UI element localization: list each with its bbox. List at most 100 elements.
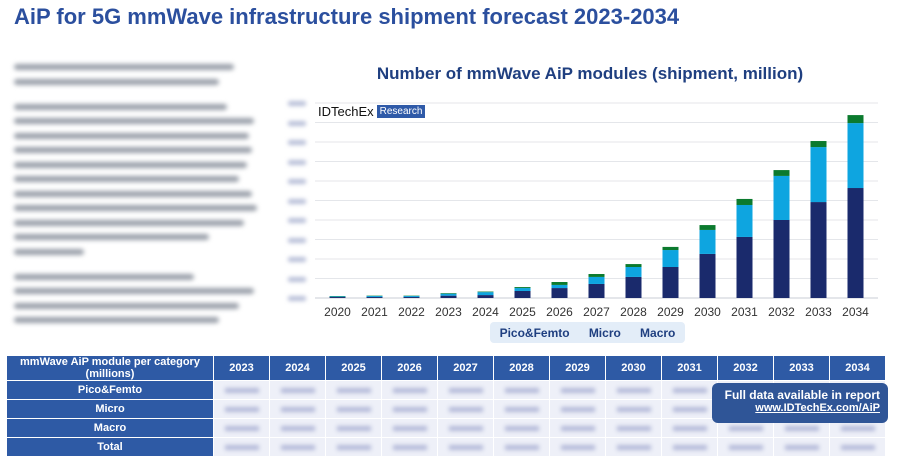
x-tick-label: 2034: [842, 305, 869, 319]
bar-macro-2023: [441, 296, 457, 298]
y-tick-label: [288, 238, 306, 243]
blurred-cell: [438, 381, 494, 400]
bar-macro-2022: [404, 297, 420, 298]
bar-macro-2032: [774, 220, 790, 298]
y-tick-label: [288, 121, 306, 126]
stacked-bar-chart: 2020 2021 2022 2023 2024 2025 2026 2027 2028 2029…: [0, 0, 900, 354]
bar-micro-2029: [663, 250, 679, 267]
blurred-cell: [662, 419, 718, 438]
blurred-cell: [606, 419, 662, 438]
bar-macro-2029: [663, 267, 679, 298]
x-tick-label: 2025: [509, 305, 536, 319]
bar-macro-2034: [848, 188, 864, 298]
bar-micro-2027: [589, 277, 605, 284]
x-tick-label: 2027: [583, 305, 610, 319]
logo-brand: IDTechEx: [318, 104, 374, 119]
blurred-cell: [382, 419, 438, 438]
blurred-cell: [382, 400, 438, 419]
x-tick-label: 2026: [546, 305, 573, 319]
blurred-cell: [270, 381, 326, 400]
bar-macro-2024: [478, 295, 494, 298]
bar-micro-2031: [737, 205, 753, 237]
bar-macro-2020: [330, 297, 346, 298]
bar-micro-2021: [367, 296, 383, 297]
blurred-cell: [662, 381, 718, 400]
bar-picofemto-2026: [552, 282, 568, 285]
blurred-cell: [214, 381, 270, 400]
x-tick-label: 2024: [472, 305, 499, 319]
year-header: 2033: [774, 356, 830, 381]
legend-micro: Micro: [589, 326, 621, 340]
bar-micro-2020: [330, 296, 346, 297]
blurred-cell: [662, 400, 718, 419]
blurred-cell: [606, 400, 662, 419]
legend-pico-femto: Pico&Femto: [500, 326, 570, 340]
bar-picofemto-2025: [515, 287, 531, 288]
bar-macro-2033: [811, 202, 827, 298]
x-tick-label: 2030: [694, 305, 721, 319]
bar-picofemto-2033: [811, 141, 827, 147]
year-header: 2034: [830, 356, 886, 381]
year-header: 2026: [382, 356, 438, 381]
bar-micro-2028: [626, 267, 642, 277]
y-tick-label: [288, 277, 306, 282]
blurred-cell: [214, 400, 270, 419]
logo-tag: Research: [377, 105, 426, 118]
y-tick-label: [288, 257, 306, 262]
x-tick-label: 2020: [324, 305, 351, 319]
row-label: Macro: [7, 419, 214, 438]
year-header: 2023: [214, 356, 270, 381]
x-tick-label: 2031: [731, 305, 758, 319]
x-tick-label: 2029: [657, 305, 684, 319]
row-label: Micro: [7, 400, 214, 419]
bar-macro-2021: [367, 297, 383, 298]
bar-picofemto-2023: [441, 293, 457, 294]
blurred-cell: [550, 381, 606, 400]
x-tick-label: 2033: [805, 305, 832, 319]
bar-micro-2033: [811, 147, 827, 202]
blurred-cell: [326, 400, 382, 419]
year-header: 2025: [326, 356, 382, 381]
blurred-cell: [214, 419, 270, 438]
report-link[interactable]: www.IDTechEx.com/AiP: [720, 402, 880, 414]
bar-micro-2026: [552, 285, 568, 288]
x-tick-label: 2032: [768, 305, 795, 319]
blurred-cell: [550, 400, 606, 419]
blurred-cell: [326, 381, 382, 400]
row-label: Pico&Femto: [7, 381, 214, 400]
blurred-cell: [606, 381, 662, 400]
x-tick-label: 2023: [435, 305, 462, 319]
year-header: 2030: [606, 356, 662, 381]
bar-picofemto-2034: [848, 115, 864, 123]
x-tick-label: 2028: [620, 305, 647, 319]
table-header: mmWave AiP module per category (millions…: [7, 356, 214, 381]
bar-picofemto-2024: [478, 292, 494, 293]
bar-picofemto-2027: [589, 274, 605, 277]
bar-macro-2027: [589, 284, 605, 298]
blurred-cell: [326, 419, 382, 438]
x-tick-label: 2021: [361, 305, 388, 319]
y-tick-label: [288, 140, 306, 145]
bar-micro-2030: [700, 230, 716, 254]
blurred-cell: [494, 381, 550, 400]
bar-micro-2025: [515, 288, 531, 291]
blurred-cell: [270, 400, 326, 419]
blurred-cell: [494, 419, 550, 438]
y-tick-label: [288, 199, 306, 204]
blurred-cell: [438, 419, 494, 438]
blurred-cell: [270, 419, 326, 438]
blurred-cell: [438, 400, 494, 419]
bar-picofemto-2028: [626, 264, 642, 267]
y-tick-label: [288, 101, 306, 106]
bar-macro-2025: [515, 291, 531, 298]
bar-micro-2022: [404, 296, 420, 297]
bar-micro-2023: [441, 294, 457, 296]
bar-micro-2034: [848, 123, 864, 188]
year-header: 2029: [550, 356, 606, 381]
full-data-callout: Full data available in report www.IDTech…: [712, 383, 888, 423]
x-tick-label: 2022: [398, 305, 425, 319]
bar-micro-2024: [478, 292, 494, 295]
y-tick-label: [288, 296, 306, 301]
bar-picofemto-2029: [663, 247, 679, 250]
